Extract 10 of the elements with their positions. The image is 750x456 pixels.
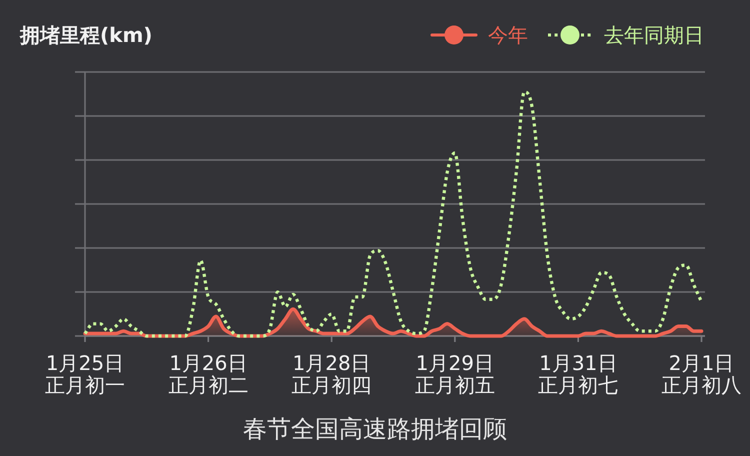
y-axis-title: 拥堵里程(km) bbox=[19, 23, 152, 47]
x-tick-label: 2月1日正月初八 bbox=[662, 351, 742, 397]
x-tick-label: 1月28日正月初四 bbox=[292, 351, 372, 397]
x-tick-label: 1月31日正月初七 bbox=[538, 351, 618, 397]
x-tick-label: 1月29日正月初五 bbox=[414, 351, 495, 397]
legend-label: 今年 bbox=[488, 23, 528, 47]
text: 春节全国高速路拥堵回顾 bbox=[243, 415, 507, 443]
x-tick-label: 1月26日正月初二 bbox=[168, 351, 248, 397]
legend-label: 去年同期日 bbox=[604, 23, 704, 47]
x-tick-label: 1月25日正月初一 bbox=[45, 351, 125, 397]
